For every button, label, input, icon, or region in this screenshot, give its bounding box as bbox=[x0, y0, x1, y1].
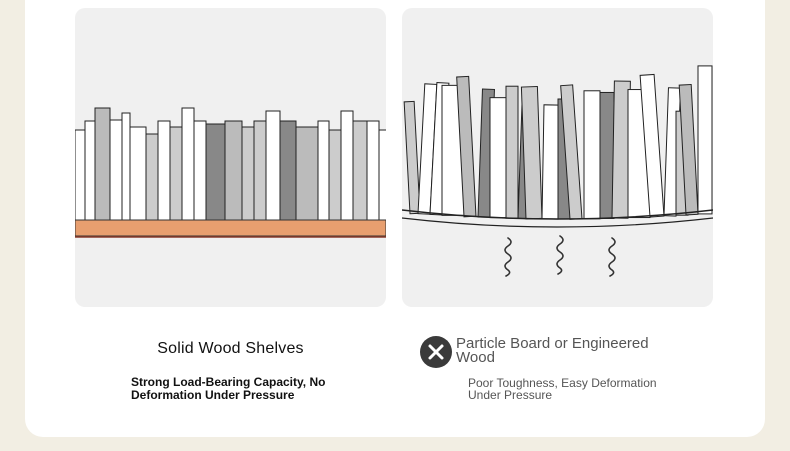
particle-board-books-svg bbox=[402, 65, 713, 277]
book-19 bbox=[317, 120, 330, 221]
book-1 bbox=[75, 129, 86, 221]
book-21 bbox=[340, 110, 354, 221]
particle-board-title: Particle Board or Engineered Wood bbox=[456, 335, 649, 366]
close-icon bbox=[420, 336, 452, 368]
book-13 bbox=[224, 120, 243, 221]
tilted-book-14 bbox=[583, 90, 601, 220]
book-8 bbox=[157, 120, 171, 221]
solid-wood-books-svg bbox=[75, 107, 386, 238]
book-5 bbox=[121, 112, 131, 221]
tilted-book-11 bbox=[541, 104, 561, 220]
book-17 bbox=[279, 120, 297, 221]
book-4 bbox=[109, 119, 123, 221]
particle-board-description: Poor Toughness, Easy Deformation Under P… bbox=[468, 376, 657, 402]
book-2 bbox=[84, 120, 96, 221]
solid-wood-title: Solid Wood Shelves bbox=[157, 340, 304, 357]
book-9 bbox=[169, 126, 183, 221]
book-3 bbox=[94, 107, 111, 221]
book-11 bbox=[193, 120, 207, 221]
stress-squiggle-2 bbox=[556, 235, 564, 275]
tilted-book-22 bbox=[697, 65, 713, 215]
book-16 bbox=[265, 110, 281, 221]
book-7 bbox=[145, 133, 159, 221]
tilted-book-21 bbox=[678, 83, 699, 216]
book-14 bbox=[241, 126, 255, 221]
sagging-shelf-top bbox=[402, 209, 713, 220]
tilted-book-18 bbox=[639, 73, 665, 218]
book-18 bbox=[295, 126, 319, 221]
solid-wood-description: Strong Load-Bearing Capacity, No Deforma… bbox=[131, 375, 326, 402]
solid-shelf bbox=[75, 219, 386, 237]
solid-wood-illustration bbox=[75, 8, 386, 307]
tilted-book-8 bbox=[505, 85, 519, 219]
book-22 bbox=[352, 120, 368, 221]
tilted-book-1 bbox=[403, 100, 421, 215]
book-23 bbox=[366, 120, 380, 221]
book-24 bbox=[378, 129, 386, 221]
book-12 bbox=[205, 123, 226, 221]
stress-squiggle-3 bbox=[608, 237, 616, 277]
tilted-book-7 bbox=[489, 97, 507, 219]
book-6 bbox=[129, 126, 147, 221]
stress-squiggle-1 bbox=[504, 237, 512, 277]
book-15 bbox=[253, 120, 267, 221]
book-10 bbox=[181, 107, 195, 221]
sagging-shelf-bottom bbox=[402, 217, 713, 228]
particle-board-illustration bbox=[402, 8, 713, 307]
book-20 bbox=[328, 129, 342, 221]
